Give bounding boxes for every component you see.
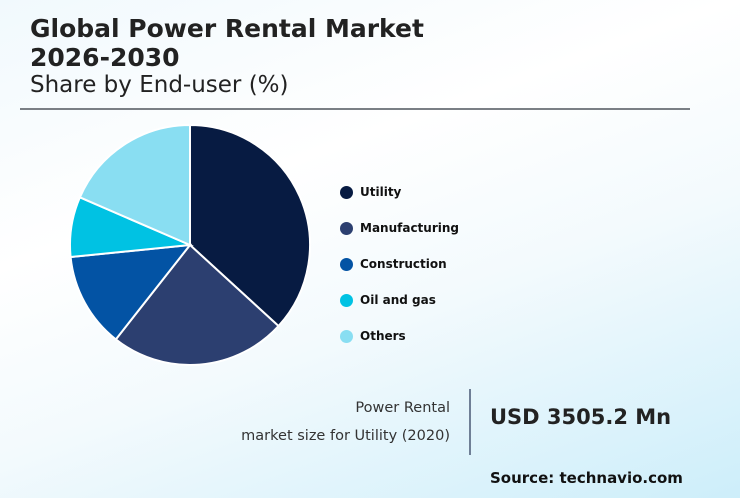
legend-item-utility: Utility — [340, 174, 459, 210]
legend-label: Utility — [360, 185, 402, 199]
legend-dot-icon — [340, 221, 353, 235]
legend-label: Others — [360, 329, 406, 343]
legend-item-others: Others — [340, 318, 459, 354]
legend-label: Construction — [360, 257, 447, 271]
legend-dot-icon — [340, 329, 353, 343]
pie-slice-utility — [189, 123, 311, 328]
header-divider — [20, 108, 690, 110]
title-line-1: Global Power Rental Market — [30, 14, 424, 43]
market-size-label-line-1: Power Rental — [355, 400, 450, 416]
legend-label: Manufacturing — [360, 221, 459, 235]
legend-item-construction: Construction — [340, 246, 459, 282]
pie-slice-others — [78, 123, 191, 247]
chart-subtitle: Share by End-user (%) — [30, 72, 289, 98]
pie-slice-construction — [69, 243, 193, 341]
chart-title: Global Power Rental Market 2026-2030 — [30, 14, 424, 72]
market-size-divider — [469, 389, 471, 455]
legend-item-oil-and-gas: Oil and gas — [340, 282, 459, 318]
source-credit: Source: technavio.com — [490, 469, 683, 487]
legend-item-manufacturing: Manufacturing — [340, 210, 459, 246]
market-size-value: USD 3505.2 Mn — [490, 405, 672, 429]
legend-dot-icon — [340, 293, 353, 307]
pie-slice-manufacturing — [114, 243, 280, 366]
legend: Utility Manufacturing Construction Oil a… — [340, 174, 459, 354]
title-line-2: 2026-2030 — [30, 43, 180, 72]
legend-label: Oil and gas — [360, 293, 436, 307]
market-size-label-line-2: market size for Utility (2020) — [241, 428, 450, 444]
legend-dot-icon — [340, 257, 353, 271]
legend-dot-icon — [340, 185, 353, 199]
